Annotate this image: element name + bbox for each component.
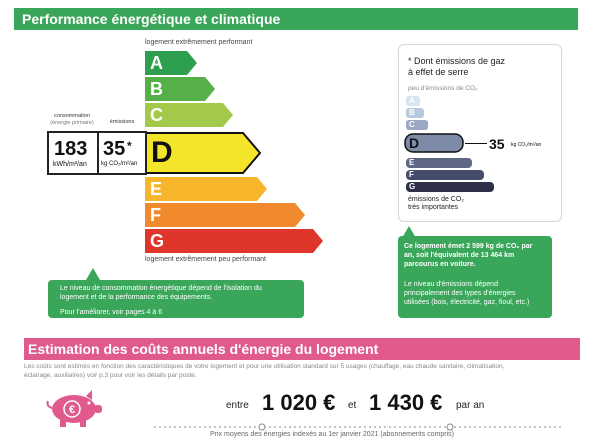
- ges-title: * Dont émissions de gaz à effet de serre: [408, 56, 505, 78]
- scale-top-caption: logement extrêmement performant: [145, 39, 253, 46]
- ges-class-e-bar: E: [406, 158, 472, 168]
- emissions-asterisk: *: [127, 139, 132, 153]
- ges-title-line1: * Dont émissions de gaz: [408, 56, 506, 66]
- ges-title-line2: à effet de serre: [408, 67, 469, 77]
- costs-title: Estimation des coûts annuels d'énergie d…: [28, 341, 379, 357]
- ges-callout-tail: [402, 226, 416, 238]
- ges-callout-line2: an, soit l'équivalent de 13 464 km: [404, 252, 515, 259]
- ges-class-b-letter: B: [409, 108, 415, 117]
- ges-callout-line4: Le niveau d'émissions dépend: [404, 281, 498, 288]
- ges-callout-line3: parcourus en voiture.: [404, 261, 476, 268]
- ges-class-c-bar: C: [406, 120, 428, 130]
- ges-bottom-caption: émissions de CO₂ très importantes: [408, 196, 464, 212]
- cost-per-year: par an: [456, 400, 485, 411]
- ges-callout-line6: utilisées (bois, électricité, gaz, fioul…: [404, 299, 530, 306]
- ges-pointer-line: [465, 143, 487, 144]
- ges-callout-line1: Ce logement émet 2 599 kg de CO₂ par: [404, 243, 533, 250]
- energy-class-a-bar: A: [145, 51, 197, 75]
- energy-class-f-letter: F: [150, 205, 161, 225]
- ges-callout-line5: principalement des types d'énergies: [404, 290, 516, 297]
- ges-callout: Ce logement émet 2 599 kg de CO₂ par an,…: [398, 236, 552, 318]
- energy-class-g-letter: G: [150, 231, 165, 251]
- energy-callout-line1: Le niveau de consommation énergétique dé…: [60, 285, 262, 292]
- ges-bottom-caption-line2: très importantes: [408, 204, 459, 211]
- page-title: Performance énergétique et climatique: [22, 11, 281, 27]
- energy-callout-link[interactable]: Pour l'améliorer, voir pages 4 à 6: [60, 309, 163, 316]
- energy-class-f-bar: F: [145, 203, 305, 227]
- header-bar: Performance énergétique et climatique: [14, 8, 578, 30]
- ges-class-g-bar: G: [406, 182, 494, 192]
- consumption-value: 183: [54, 138, 88, 160]
- energy-class-e-bar: E: [145, 177, 267, 201]
- consumption-label-text: consommation: [54, 113, 90, 119]
- cost-low-value: 1 020 €: [262, 390, 336, 415]
- energy-class-c-bar: C: [145, 103, 233, 127]
- emissions-unit: kg CO₂/m²/an: [101, 161, 138, 167]
- ges-top-caption: peu d'émissions de CO₂: [408, 85, 478, 92]
- ges-class-f-letter: F: [409, 170, 414, 179]
- cost-range-dots: [152, 418, 564, 431]
- ges-panel: [398, 44, 562, 222]
- costs-note: Les coûts sont estimés en fonction des c…: [24, 363, 584, 380]
- cost-and-word: et: [348, 400, 357, 411]
- piggy-bank-icon: €: [42, 388, 104, 428]
- ges-unit: kg CO₂/m²/an: [511, 142, 542, 148]
- emissions-value: 35: [103, 138, 126, 160]
- costs-note-line2: éclairage, auxiliaires) voir p.3 pour vo…: [24, 371, 197, 379]
- energy-class-g-bar: G: [145, 229, 323, 253]
- energy-class-c-letter: C: [150, 105, 163, 125]
- values-divider: [97, 133, 99, 173]
- values-box: 183 kWh/m²/an 35 * kg CO₂/m²/an: [47, 131, 147, 175]
- ges-class-f-bar: F: [406, 170, 484, 180]
- ges-class-g-letter: G: [409, 182, 416, 191]
- energy-callout-tail: [86, 268, 100, 280]
- consumption-label: consommation (énergie primaire): [48, 113, 96, 127]
- ges-bottom-caption-line1: émissions de CO₂: [408, 196, 465, 203]
- costs-note-line1: Les coûts sont estimés en fonction des c…: [24, 363, 505, 370]
- costs-header-bar: Estimation des coûts annuels d'énergie d…: [24, 338, 580, 360]
- emissions-label: émissions: [109, 119, 135, 125]
- piggy-euro-symbol: €: [69, 404, 75, 416]
- costs-footnote: Prix moyens des énergies indexés au 1er …: [210, 431, 454, 438]
- ges-value: 35: [489, 136, 505, 152]
- energy-class-b-letter: B: [150, 79, 163, 99]
- energy-class-d-letter: D: [151, 136, 173, 169]
- ges-class-a-bar: A: [406, 96, 420, 106]
- energy-class-e-letter: E: [150, 179, 163, 199]
- energy-callout-line2: logement et de la performance des équipe…: [60, 294, 213, 301]
- cost-between-word: entre: [226, 400, 249, 411]
- energy-class-b-bar: B: [145, 77, 215, 101]
- ges-class-d-bar: [404, 133, 464, 153]
- scale-bottom-caption: logement extrêmement peu performant: [145, 256, 267, 263]
- ges-class-c-letter: C: [409, 120, 415, 129]
- ges-class-a-letter: A: [409, 96, 415, 105]
- consumption-sublabel-text: (énergie primaire): [50, 120, 94, 126]
- energy-class-a-letter: A: [150, 53, 163, 73]
- cost-high-value: 1 430 €: [369, 390, 443, 415]
- energy-callout: Le niveau de consommation énergétique dé…: [48, 280, 304, 318]
- consumption-unit: kWh/m²/an: [53, 161, 87, 168]
- ges-class-d-letter: D: [409, 135, 420, 151]
- ges-class-e-letter: E: [409, 158, 415, 167]
- ges-class-b-bar: B: [406, 108, 424, 118]
